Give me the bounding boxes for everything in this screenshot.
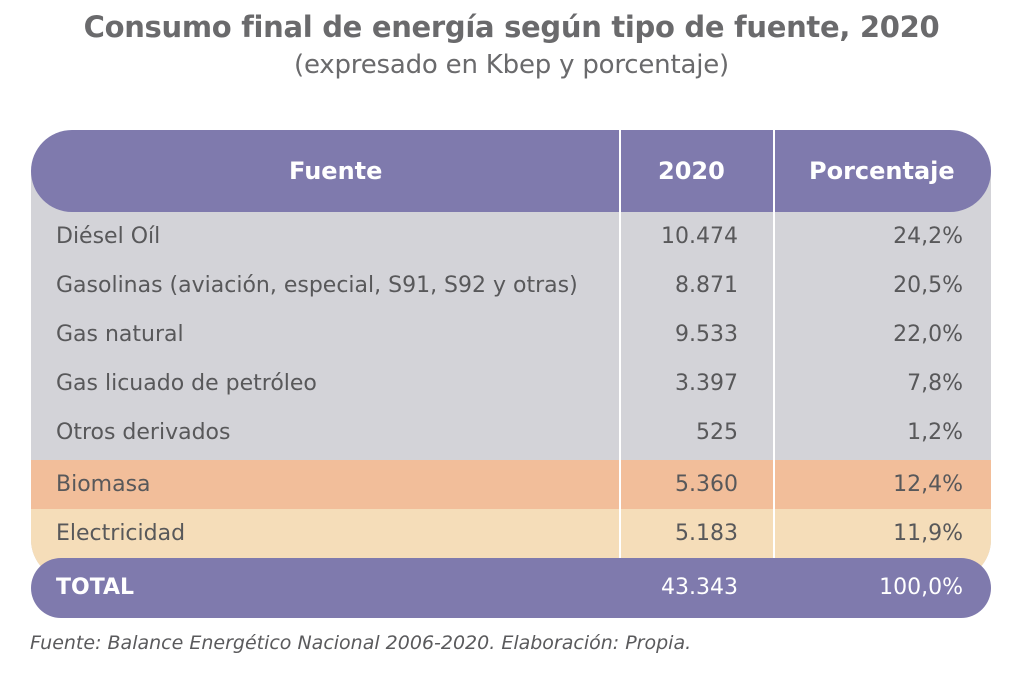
- table-header: Fuente 2020 Porcentaje: [31, 130, 991, 212]
- cell-fuente: Gas natural: [56, 322, 184, 347]
- table-row: Gasolinas (aviación, especial, S91, S92 …: [31, 261, 991, 310]
- cell-valor: 525: [696, 420, 738, 445]
- table-row: Otros derivados 525 1,2%: [31, 408, 991, 457]
- column-divider: [773, 130, 775, 212]
- cell-valor: 10.474: [661, 224, 738, 249]
- page-subtitle: (expresado en Kbep y porcentaje): [294, 50, 729, 80]
- cell-porcentaje: 12,4%: [893, 472, 963, 497]
- cell-porcentaje: 7,8%: [907, 371, 963, 396]
- header-2020: 2020: [658, 157, 725, 185]
- table-body: Diésel Oíl 10.474 24,2% Gasolinas (aviac…: [31, 170, 991, 580]
- cell-porcentaje: 1,2%: [907, 420, 963, 445]
- total-porcentaje: 100,0%: [879, 575, 963, 600]
- header-porcentaje: Porcentaje: [809, 157, 955, 185]
- cell-valor: 9.533: [675, 322, 738, 347]
- total-row: TOTAL 43.343 100,0%: [31, 558, 991, 618]
- table-row: Diésel Oíl 10.474 24,2%: [31, 212, 991, 261]
- header-fuente: Fuente: [289, 157, 383, 185]
- cell-valor: 5.360: [675, 472, 738, 497]
- table-row-biomasa: Biomasa 5.360 12,4%: [31, 460, 991, 509]
- total-label: TOTAL: [56, 575, 135, 600]
- cell-porcentaje: 11,9%: [893, 521, 963, 546]
- table-row: Gas natural 9.533 22,0%: [31, 310, 991, 359]
- table-row: Gas licuado de petróleo 3.397 7,8%: [31, 359, 991, 408]
- page-title: Consumo final de energía según tipo de f…: [83, 10, 940, 44]
- cell-valor: 3.397: [675, 371, 738, 396]
- cell-valor: 8.871: [675, 273, 738, 298]
- energy-table: Diésel Oíl 10.474 24,2% Gasolinas (aviac…: [31, 130, 991, 618]
- cell-fuente: Gas licuado de petróleo: [56, 371, 317, 396]
- cell-porcentaje: 24,2%: [893, 224, 963, 249]
- cell-porcentaje: 22,0%: [893, 322, 963, 347]
- column-divider: [619, 170, 621, 560]
- cell-fuente: Gasolinas (aviación, especial, S91, S92 …: [56, 273, 578, 298]
- cell-fuente: Otros derivados: [56, 420, 231, 445]
- column-divider: [773, 170, 775, 560]
- cell-fuente: Diésel Oíl: [56, 224, 161, 249]
- cell-fuente: Biomasa: [56, 472, 151, 497]
- total-valor: 43.343: [661, 575, 738, 600]
- source-note: Fuente: Balance Energético Nacional 2006…: [30, 632, 692, 654]
- cell-fuente: Electricidad: [56, 521, 186, 546]
- column-divider: [619, 130, 621, 212]
- cell-valor: 5.183: [675, 521, 738, 546]
- cell-porcentaje: 20,5%: [893, 273, 963, 298]
